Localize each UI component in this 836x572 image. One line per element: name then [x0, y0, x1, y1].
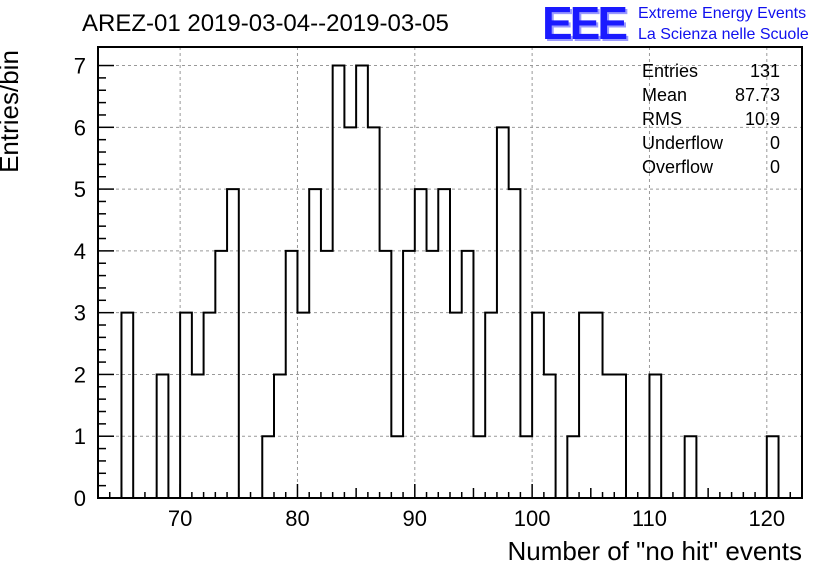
x-tick-label: 90	[403, 506, 427, 531]
tick-labels: 70 80 90 100 110 120 0 1 2 3 4 5 6 7	[74, 54, 785, 531]
histogram-outline	[120, 64, 780, 498]
y-tick-label: 3	[74, 301, 86, 326]
y-axis-label: Entries/bin	[0, 50, 24, 173]
histogram-bin	[227, 189, 239, 498]
stats-row-mean: Mean 87.73	[642, 84, 780, 108]
stats-row-underflow: Underflow 0	[642, 132, 780, 156]
stats-label: RMS	[642, 109, 682, 129]
histogram-bin	[204, 313, 216, 498]
stats-label: Entries	[642, 61, 699, 81]
histogram-bin	[473, 436, 485, 498]
x-axis-label: Number of "no hit" events	[507, 536, 803, 566]
histogram-bin	[309, 189, 321, 498]
histogram-bin	[450, 313, 462, 498]
histogram-bin	[180, 313, 192, 498]
stats-value: 10.9	[744, 109, 780, 129]
x-tick-label: 120	[748, 506, 785, 531]
stats-value: 0	[769, 157, 780, 177]
x-tick-label: 80	[285, 506, 309, 531]
histogram-bin	[685, 436, 697, 498]
x-tick-label: 70	[168, 506, 192, 531]
stats-row-entries: Entries 131	[642, 60, 780, 84]
histogram-bin	[767, 436, 779, 498]
histogram-bin	[262, 436, 274, 498]
histogram-bin	[485, 313, 497, 498]
histogram-bin	[509, 189, 521, 498]
histogram-bin	[532, 313, 544, 498]
eee-logo-mark: EEE	[542, 0, 628, 49]
x-tick-label: 100	[514, 506, 551, 531]
stats-label: Mean	[642, 85, 688, 105]
y-tick-label: 5	[74, 177, 86, 202]
stats-label: Underflow	[642, 133, 724, 153]
histogram-bin	[438, 189, 450, 498]
axis-ticks	[98, 64, 792, 499]
histogram-bin	[121, 313, 133, 498]
y-tick-label: 2	[74, 362, 86, 387]
chart-title: AREZ-01 2019-03-04--2019-03-05	[82, 10, 449, 37]
stats-row-overflow: Overflow 0	[642, 156, 780, 180]
stats-value: 0	[769, 133, 780, 153]
histogram-bin	[591, 313, 603, 498]
y-tick-label: 0	[74, 486, 86, 511]
stats-label: Overflow	[642, 157, 714, 177]
histogram-bin	[579, 313, 591, 498]
y-tick-label: 1	[74, 424, 86, 449]
y-tick-label: 7	[74, 54, 86, 79]
stats-value: 131	[749, 61, 780, 81]
stats-box: Entries 131 Mean 87.73 RMS 10.9 Underflo…	[642, 60, 780, 180]
histogram-bin	[391, 436, 403, 498]
histogram-bin	[297, 313, 309, 498]
logo-text-line1: Extreme Energy Events	[638, 5, 807, 22]
logo-text-line2: La Scienza nelle Scuole	[638, 26, 809, 43]
x-tick-label: 110	[632, 506, 667, 531]
stats-row-rms: RMS 10.9	[642, 108, 780, 132]
histogram-bin	[415, 189, 427, 498]
stats-value: 87.73	[734, 85, 780, 105]
y-tick-label: 6	[74, 115, 86, 140]
histogram-bin	[520, 436, 532, 498]
y-tick-label: 4	[74, 239, 86, 264]
histogram-bin	[356, 66, 368, 498]
histogram-bin	[333, 66, 345, 498]
histogram-bin	[567, 436, 579, 498]
